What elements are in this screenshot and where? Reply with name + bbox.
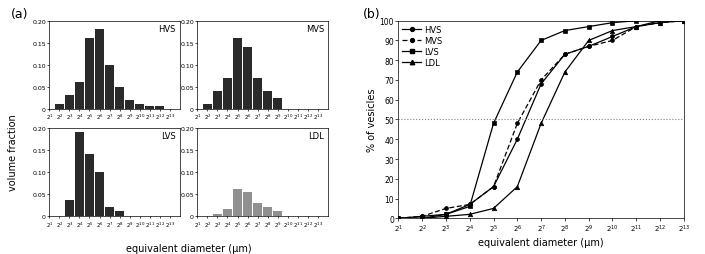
LVS [680, 20, 688, 23]
MVS [489, 185, 498, 188]
LDL [608, 30, 617, 33]
X-axis label: equivalent diameter (μm): equivalent diameter (μm) [478, 237, 604, 247]
Bar [105, 207, 114, 216]
Line: HVS: HVS [396, 20, 686, 220]
LVS [418, 217, 427, 220]
Bar [75, 83, 84, 109]
HVS [584, 46, 593, 49]
Bar [65, 96, 74, 109]
Bar [105, 65, 114, 109]
Bar [65, 201, 74, 216]
MVS [465, 203, 474, 206]
Bar [264, 207, 272, 216]
Bar [155, 107, 164, 109]
Line: LDL: LDL [396, 19, 686, 221]
LVS [584, 26, 593, 29]
LDL [394, 217, 403, 220]
Bar [233, 39, 242, 109]
Bar [223, 78, 232, 109]
LVS [394, 217, 403, 220]
LDL [680, 20, 688, 23]
MVS [680, 20, 688, 23]
Bar [213, 92, 222, 109]
LVS [489, 122, 498, 125]
HVS [632, 26, 641, 29]
Text: (b): (b) [363, 8, 381, 21]
LDL [418, 217, 427, 220]
LDL [560, 71, 569, 74]
HVS [465, 203, 474, 206]
MVS [584, 46, 593, 49]
HVS [537, 83, 546, 86]
MVS [418, 215, 427, 218]
Bar [243, 48, 252, 109]
Bar [203, 105, 212, 109]
Bar [55, 105, 63, 109]
Line: LVS: LVS [396, 20, 686, 220]
MVS [632, 26, 641, 29]
LVS [465, 205, 474, 208]
Bar [274, 212, 282, 216]
LDL [632, 26, 641, 29]
Bar [213, 214, 222, 216]
Y-axis label: % of vesicles: % of vesicles [367, 88, 377, 152]
Bar [264, 92, 272, 109]
Text: equivalent diameter (μm): equivalent diameter (μm) [125, 244, 252, 253]
HVS [656, 20, 664, 23]
MVS [394, 217, 403, 220]
HVS [680, 20, 688, 23]
Bar [253, 203, 262, 216]
Bar [243, 192, 252, 216]
Bar [95, 30, 104, 109]
Legend: HVS, MVS, LVS, LDL: HVS, MVS, LVS, LDL [401, 24, 444, 70]
LVS [441, 213, 450, 216]
Bar [85, 154, 94, 216]
LVS [560, 30, 569, 33]
Text: HVS: HVS [159, 25, 176, 34]
Text: (a): (a) [11, 8, 28, 21]
Text: LVS: LVS [161, 132, 176, 141]
Bar [75, 133, 84, 216]
MVS [441, 207, 450, 210]
LDL [489, 207, 498, 210]
Bar [233, 189, 242, 216]
Bar [274, 98, 282, 109]
LDL [537, 122, 546, 125]
Line: MVS: MVS [396, 20, 686, 220]
MVS [608, 40, 617, 43]
Bar [145, 107, 154, 109]
LDL [656, 22, 664, 25]
LDL [465, 213, 474, 216]
Bar [223, 209, 232, 216]
HVS [489, 185, 498, 188]
LVS [632, 20, 641, 23]
LDL [584, 40, 593, 43]
HVS [608, 36, 617, 39]
LVS [656, 20, 664, 23]
Bar [85, 39, 94, 109]
Bar [253, 78, 262, 109]
LVS [608, 22, 617, 25]
MVS [560, 54, 569, 57]
MVS [537, 79, 546, 82]
HVS [394, 217, 403, 220]
MVS [513, 122, 522, 125]
HVS [513, 138, 522, 141]
MVS [656, 22, 664, 25]
Text: volume fraction: volume fraction [8, 114, 18, 190]
LDL [441, 215, 450, 218]
Bar [116, 212, 124, 216]
LVS [513, 71, 522, 74]
LDL [513, 185, 522, 188]
LVS [537, 40, 546, 43]
Bar [116, 87, 124, 109]
HVS [441, 213, 450, 216]
Bar [125, 100, 134, 109]
Text: MVS: MVS [306, 25, 324, 34]
HVS [560, 54, 569, 57]
Text: LDL: LDL [308, 132, 324, 141]
HVS [418, 215, 427, 218]
Bar [95, 172, 104, 216]
Bar [135, 105, 144, 109]
